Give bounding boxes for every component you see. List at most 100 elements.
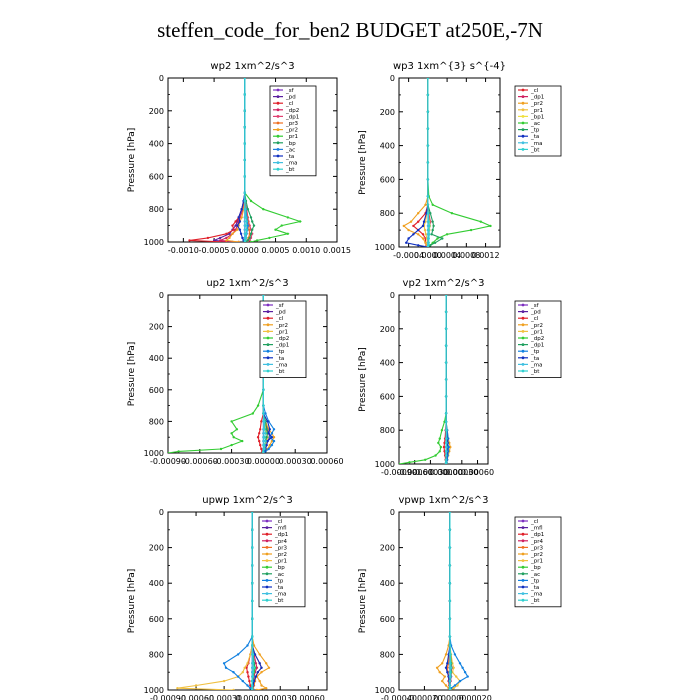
series-point: [272, 428, 276, 431]
x-tick-label: -0.0004: [393, 251, 424, 260]
series-point: [435, 666, 439, 669]
x-tick-label: 0.00060: [461, 468, 494, 477]
series-point: [426, 144, 430, 147]
y-axis-label: Pressure [hPa]: [127, 569, 137, 634]
legend-entry: _sf: [275, 303, 285, 309]
series-point: [260, 671, 263, 674]
legend-entry: _tp: [530, 578, 540, 584]
series-point: [409, 220, 413, 223]
series-point: [249, 199, 253, 203]
series-point: [256, 404, 260, 407]
legend-entry: _dp1: [530, 343, 544, 349]
y-tick-label: 0: [390, 508, 395, 517]
series-point: [427, 220, 430, 223]
y-tick-label: 1000: [375, 243, 395, 252]
legend-marker: [521, 310, 525, 313]
series-point: [258, 439, 261, 443]
series-point: [224, 666, 228, 669]
series-point: [251, 220, 254, 223]
legend-entry: _pr2: [530, 552, 543, 558]
series-point: [448, 644, 452, 647]
legend-entry: _ac: [530, 121, 540, 127]
panel-title: vp2 1xm^2/s^3: [403, 278, 485, 289]
series-point: [236, 228, 239, 231]
legend-entry: _cl: [530, 519, 539, 525]
series-point: [251, 617, 254, 620]
legend: _cl_mfl_dp1_pr4_pr3_pr2_pr1_bp_ac_tp_ta_…: [258, 516, 306, 608]
series-point: [427, 241, 430, 244]
legend-entry: _bt: [530, 147, 540, 153]
series-point: [453, 653, 457, 656]
series-point: [427, 228, 430, 232]
series-point: [228, 232, 231, 235]
y-tick-label: 600: [149, 172, 164, 181]
series-point: [444, 454, 448, 457]
series-point: [266, 420, 269, 423]
legend-marker: [521, 134, 525, 138]
series-point: [246, 671, 249, 674]
legend-entry: _cl: [275, 316, 284, 322]
x-tick-label: -0.00060: [178, 694, 214, 700]
x-tick-label: -0.00030: [412, 468, 448, 477]
series-point: [251, 671, 255, 674]
legend-marker: [276, 128, 280, 132]
series-point: [444, 344, 448, 347]
legend-entry: _pr1: [530, 108, 543, 114]
series-point: [424, 203, 427, 206]
y-axis-label: Pressure [hPa]: [127, 128, 137, 193]
legend-marker: [276, 95, 280, 98]
series-point: [249, 653, 252, 656]
series-point: [206, 236, 210, 240]
series-point: [428, 224, 431, 228]
series-point: [251, 599, 254, 603]
series-point: [263, 443, 266, 447]
series-point: [444, 378, 448, 381]
series-point: [426, 203, 430, 206]
series-point: [274, 228, 277, 231]
legend-marker: [521, 585, 525, 589]
series-point: [286, 216, 289, 219]
legend-marker: [521, 303, 525, 307]
series-point: [417, 212, 420, 215]
series-point: [431, 203, 434, 206]
legend-marker: [521, 546, 525, 549]
legend-entry: _cl: [285, 101, 294, 107]
y-tick-label: 200: [149, 323, 164, 332]
y-axis-label: Pressure [hPa]: [358, 130, 368, 195]
x-tick-label: 0.00000: [433, 694, 466, 700]
legend-entry: _dp1: [275, 343, 289, 349]
series-point: [399, 462, 401, 464]
legend-marker: [521, 101, 525, 105]
legend-entry: _ma: [285, 161, 297, 167]
legend-entry: _pr3: [285, 121, 299, 127]
series-point: [246, 239, 250, 242]
x-tick-label: -0.00030: [214, 457, 250, 466]
legend-marker: [276, 154, 280, 158]
series-point: [272, 436, 276, 439]
legend-entry: _bp: [285, 141, 296, 147]
series-point: [442, 445, 446, 449]
series-point: [448, 546, 452, 549]
panel-title: wp3 1xm^{3} s^{-4}: [393, 61, 506, 72]
series-point: [455, 675, 458, 678]
y-tick-label: 1000: [375, 460, 395, 469]
legend-marker: [521, 598, 525, 602]
x-tick-label: 0.0004: [433, 251, 461, 260]
legend-marker: [521, 330, 525, 333]
series-point: [448, 617, 452, 620]
series-point: [463, 671, 467, 674]
legend-marker: [521, 565, 525, 569]
legend-marker: [521, 369, 525, 373]
y-axis-label: Pressure [hPa]: [358, 569, 368, 634]
series-point: [177, 450, 180, 453]
series-point: [259, 428, 262, 431]
legend-marker: [265, 579, 269, 582]
legend-entry: _bt: [275, 369, 285, 375]
legend-marker: [276, 161, 280, 165]
legend-marker: [265, 546, 269, 549]
y-axis-label: Pressure [hPa]: [127, 342, 137, 407]
series-point: [444, 295, 448, 297]
series-point: [448, 687, 452, 690]
series-point: [258, 679, 261, 683]
series-point: [424, 458, 427, 461]
